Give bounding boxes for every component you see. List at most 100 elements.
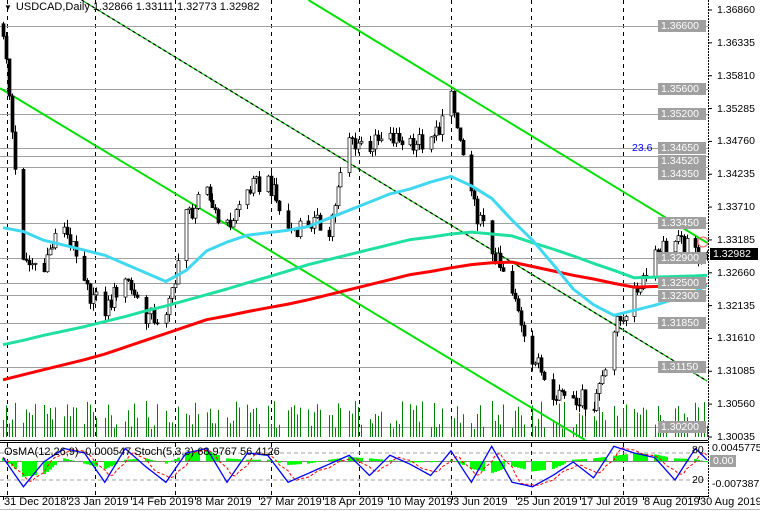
candle-bullish — [478, 214, 483, 225]
osma-bar — [435, 461, 438, 462]
osma-bar — [107, 461, 110, 468]
osma-bar — [188, 452, 191, 461]
candle-bearish — [257, 176, 262, 193]
candle-bearish — [516, 298, 521, 312]
candle-bullish — [653, 249, 658, 279]
candle-bearish — [530, 335, 535, 365]
osma-bar — [226, 458, 229, 461]
osma-bar — [2, 458, 5, 461]
price-level-label[interactable]: 1.32300 — [658, 289, 706, 302]
candle-bullish — [557, 389, 562, 401]
price-level-label[interactable]: 1.34350 — [658, 168, 706, 181]
time-tick-label: 31 Dec 2018 — [4, 496, 67, 508]
osma-bar — [11, 461, 14, 467]
osma-bar — [677, 458, 680, 461]
price-level-label[interactable]: 1.36600 — [658, 20, 706, 33]
candle-bearish — [368, 141, 373, 153]
osma-bar — [514, 461, 517, 467]
candle-bullish — [338, 172, 343, 188]
osma-bar — [130, 459, 133, 461]
osma-bar — [51, 461, 54, 468]
candle-bearish — [228, 219, 233, 228]
price-level-label[interactable]: 1.33450 — [658, 217, 706, 230]
price-level-label[interactable]: 1.31850 — [658, 317, 706, 330]
osma-bar — [659, 455, 662, 461]
candle-bullish — [394, 132, 399, 144]
candle-bullish — [621, 320, 626, 322]
osma-bar — [409, 461, 412, 463]
dropdown-triangle-icon[interactable]: ▼ — [4, 3, 12, 12]
candle-bearish — [475, 198, 480, 225]
osma-bar — [89, 461, 92, 466]
osma-bar — [491, 461, 494, 473]
candle-bullish — [45, 254, 50, 273]
osma-bar — [563, 461, 566, 464]
candle-bearish — [1, 23, 6, 37]
candle-bullish — [173, 283, 178, 289]
candle-bullish — [193, 207, 198, 219]
candle-bullish — [641, 275, 646, 289]
price-level-label[interactable]: 1.30200 — [658, 420, 706, 433]
candle-bearish — [65, 226, 70, 235]
candle-bullish — [359, 141, 364, 144]
price-level-label[interactable]: 1.34520 — [658, 155, 706, 168]
price-tick-label: 1.33710 — [717, 201, 755, 214]
osma-bar — [258, 459, 261, 461]
candle-bearish — [400, 140, 405, 146]
osma-bar — [307, 461, 310, 464]
time-tick-label: 8 Aug 2019 — [644, 496, 700, 508]
osma-bar — [537, 461, 540, 471]
time-tick-label: 8 Mar 2019 — [196, 496, 252, 508]
osma-bar — [147, 459, 150, 461]
osma-bar — [433, 461, 436, 462]
price-tick-label: 1.35285 — [717, 102, 755, 115]
candle-bearish — [277, 200, 282, 212]
osma-bar — [470, 461, 473, 469]
candle-bullish — [254, 176, 259, 179]
candle-bearish — [190, 207, 195, 219]
price-level-label[interactable]: 1.32900 — [658, 251, 706, 264]
candle-bullish — [237, 204, 242, 211]
candle-bearish — [583, 389, 588, 410]
candle-bearish — [472, 190, 477, 200]
price-level-label[interactable]: 1.35200 — [658, 107, 706, 120]
candle-bullish — [417, 134, 422, 145]
osma-bar — [92, 461, 95, 466]
candle-bearish — [519, 310, 524, 326]
osma-bar — [267, 459, 270, 461]
candle-bullish — [48, 248, 53, 256]
candle-bullish — [356, 142, 361, 150]
candle-bearish — [213, 207, 218, 210]
osma-bar — [543, 461, 546, 470]
time-tick-label: 17 Jul 2019 — [581, 496, 638, 508]
price-level-label[interactable]: 1.35600 — [658, 82, 706, 95]
price-level-label[interactable]: 1.34650 — [658, 142, 706, 155]
price-level-label[interactable]: 1.32500 — [658, 276, 706, 289]
osma-axis-zero: 0.00 — [710, 455, 737, 467]
candle-bearish — [490, 220, 495, 255]
osma-bar — [616, 455, 619, 461]
osma-bar — [66, 459, 69, 461]
price-tick-label: 1.33185 — [717, 233, 755, 246]
candle-bullish — [638, 288, 643, 293]
osma-bar — [214, 453, 217, 461]
candle-bullish — [347, 137, 352, 173]
candle-bullish — [434, 126, 439, 137]
candle-bullish — [266, 175, 271, 193]
osma-bar — [622, 454, 625, 461]
osma-bar — [645, 453, 648, 461]
osma-bar — [662, 456, 665, 461]
moving-average-mid — [2, 230, 708, 347]
candle-bearish — [208, 186, 213, 201]
osma-bar — [133, 459, 136, 461]
time-tick-label: 23 Jan 2019 — [68, 496, 129, 508]
price-level-label[interactable]: 1.31150 — [658, 361, 706, 374]
candle-bearish — [126, 278, 131, 281]
candle-bullish — [600, 375, 605, 384]
candle-bullish — [414, 144, 419, 151]
time-tick-label: 18 Apr 2019 — [324, 496, 384, 508]
candle-bullish — [205, 186, 210, 195]
osma-bar — [374, 458, 377, 461]
